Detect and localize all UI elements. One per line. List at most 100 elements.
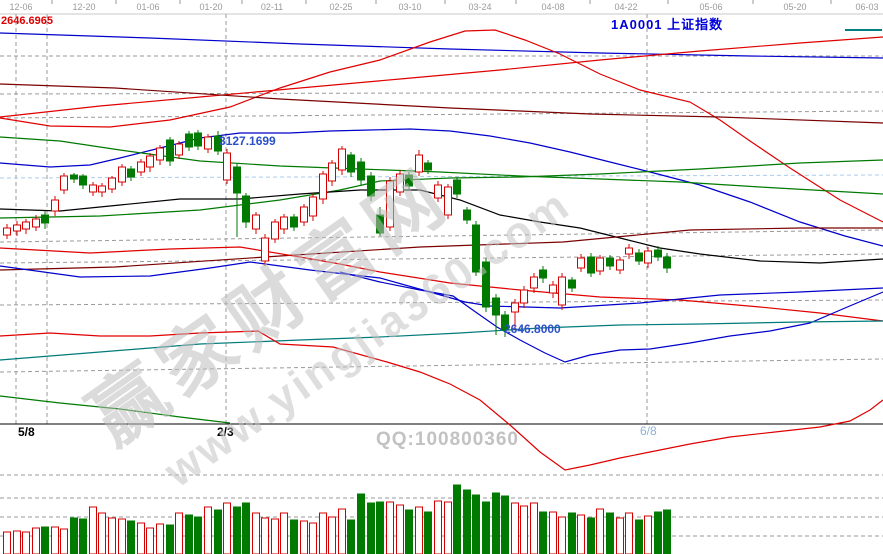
candle [644, 250, 652, 264]
volume-bar [549, 511, 557, 554]
candle [32, 218, 40, 228]
candle [252, 214, 260, 230]
volume-bar [328, 516, 336, 554]
volume-bar [194, 516, 202, 554]
candle [98, 185, 106, 193]
volume-bar [280, 512, 288, 554]
gann-label-2-3: 2/3 [217, 425, 234, 439]
candle [175, 143, 183, 156]
volume-bar [501, 495, 509, 554]
volume-bar [539, 511, 547, 554]
volume-bar [596, 508, 604, 554]
symbol-name: 上证指数 [667, 17, 724, 32]
line-ma-red-mid [0, 246, 883, 322]
candle [596, 257, 604, 272]
line-boll-blue-lower [339, 271, 883, 363]
symbol-underline [845, 29, 882, 31]
axis-date-label: 04-22 [614, 2, 638, 12]
candle [319, 173, 327, 200]
candle [625, 247, 633, 255]
candle [214, 135, 222, 152]
candle [156, 147, 164, 161]
volume-bar [520, 505, 528, 554]
volume-bar [41, 526, 49, 554]
volume-bar [51, 526, 59, 554]
volume-bar [127, 520, 135, 554]
candle [108, 177, 116, 190]
volume-bar [577, 514, 585, 554]
ma-lines-layer [0, 29, 883, 471]
axis-date-label: 01-20 [199, 2, 223, 12]
candle [549, 284, 557, 294]
volume-bar [118, 518, 126, 554]
volume-bar [98, 512, 106, 554]
candle [616, 259, 624, 271]
candle [41, 214, 49, 224]
volume-bar [214, 509, 222, 554]
line-env-red-upper [0, 29, 883, 223]
volume-bar [625, 512, 633, 554]
volume-bar [424, 511, 432, 554]
axis-date-label: 02-11 [260, 2, 284, 12]
volume-bar [223, 502, 231, 554]
volume-bar [453, 484, 461, 554]
current-price-label: 2646.6965 [1, 15, 53, 27]
line-ma-black [0, 189, 883, 264]
volume-bar [386, 501, 394, 554]
candle [89, 184, 97, 193]
qq-watermark: QQ:100800360 [376, 429, 519, 450]
candle [79, 175, 87, 186]
line-trend-red [0, 36, 883, 118]
candle [577, 257, 585, 269]
candle [70, 174, 78, 180]
volume-bar [530, 502, 538, 554]
volume-bar [166, 524, 174, 554]
candle [22, 221, 30, 230]
candle [338, 148, 346, 171]
volume-bar [568, 512, 576, 554]
candle [118, 166, 126, 183]
line-ma-maroon-mid [0, 227, 883, 271]
trough-price-annotation: 2646.8000 [504, 322, 561, 336]
candle [396, 173, 404, 193]
line-env-red-lower [0, 330, 883, 471]
candle [606, 257, 614, 267]
volume-bar [463, 489, 471, 554]
candle [501, 314, 509, 331]
candle [434, 184, 442, 199]
volume-bar [405, 509, 413, 554]
candle [328, 162, 336, 182]
candle [357, 161, 365, 181]
volume-bar [70, 517, 78, 554]
candle [290, 216, 298, 228]
axis-date-label: 12-20 [72, 2, 96, 12]
volume-bar [635, 519, 643, 554]
volume-bar [663, 509, 671, 554]
volume-bar [300, 520, 308, 554]
candle [3, 227, 11, 236]
volume-bar [290, 519, 298, 554]
volume-bar [146, 527, 154, 554]
volume-bar [444, 501, 452, 554]
volume-bar [156, 523, 164, 554]
volume-bar [32, 527, 40, 554]
volume-bar [3, 531, 11, 554]
volume-layer [3, 484, 671, 554]
candle [309, 196, 317, 217]
candle [347, 154, 355, 173]
symbol-title[interactable]: 1A0001 上证指数 [611, 14, 723, 33]
volume-bar [13, 530, 21, 554]
line-ma-green-asc [0, 159, 883, 219]
volume-bar [654, 511, 662, 554]
volume-bar [261, 517, 269, 554]
candle [194, 132, 202, 147]
volume-bar [175, 512, 183, 554]
volume-bar [558, 516, 566, 554]
candle [204, 136, 212, 150]
candle [146, 155, 154, 168]
candle [654, 249, 662, 258]
volume-bar [434, 500, 442, 554]
line-ma-maroon-top [0, 83, 883, 124]
candle [60, 175, 68, 191]
